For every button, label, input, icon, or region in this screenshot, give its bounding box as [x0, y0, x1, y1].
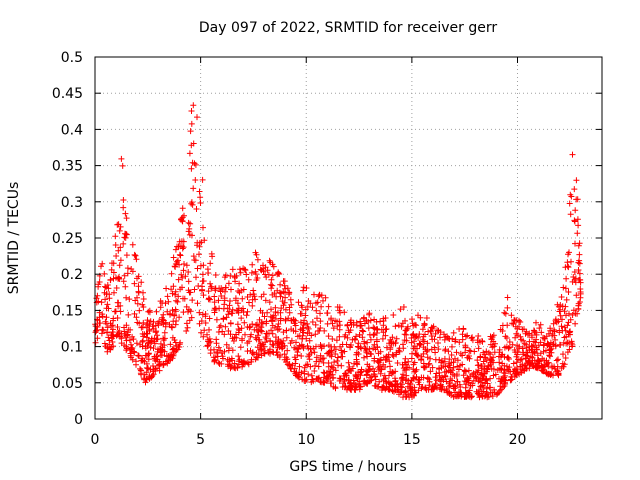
y-tick-label: 0.15	[52, 303, 83, 319]
y-tick-label: 0.5	[61, 50, 83, 66]
axis-ticks: 0 0.05 0.1 0.15 0.2 0.25 0.3 0.35 0.4 0.45 0.5 0 5 10…	[52, 50, 602, 448]
x-tick-label: 20	[509, 432, 527, 448]
x-tick-label: 5	[196, 432, 205, 448]
y-tick-label: 0.1	[61, 340, 83, 356]
x-axis-label: GPS time / hours	[289, 459, 406, 475]
y-axis-label: SRMTID / TECUs	[6, 182, 22, 295]
data-points	[92, 102, 584, 401]
x-tick-label: 15	[403, 432, 421, 448]
x-tick-label: 10	[297, 432, 315, 448]
plot-frame	[94, 56, 603, 420]
x-tick-label: 0	[91, 432, 100, 448]
y-tick-label: 0	[74, 412, 83, 428]
srmtid-points	[92, 102, 584, 401]
y-tick-label: 0.4	[61, 122, 83, 138]
y-tick-label: 0.45	[52, 86, 83, 102]
y-tick-label: 0.35	[52, 159, 83, 175]
y-tick-label: 0.25	[52, 231, 83, 247]
chart-title: Day 097 of 2022, SRMTID for receiver ger…	[199, 20, 497, 36]
y-tick-label: 0.3	[61, 195, 83, 211]
y-tick-label: 0.05	[52, 376, 83, 392]
y-tick-label: 0.2	[61, 267, 83, 283]
